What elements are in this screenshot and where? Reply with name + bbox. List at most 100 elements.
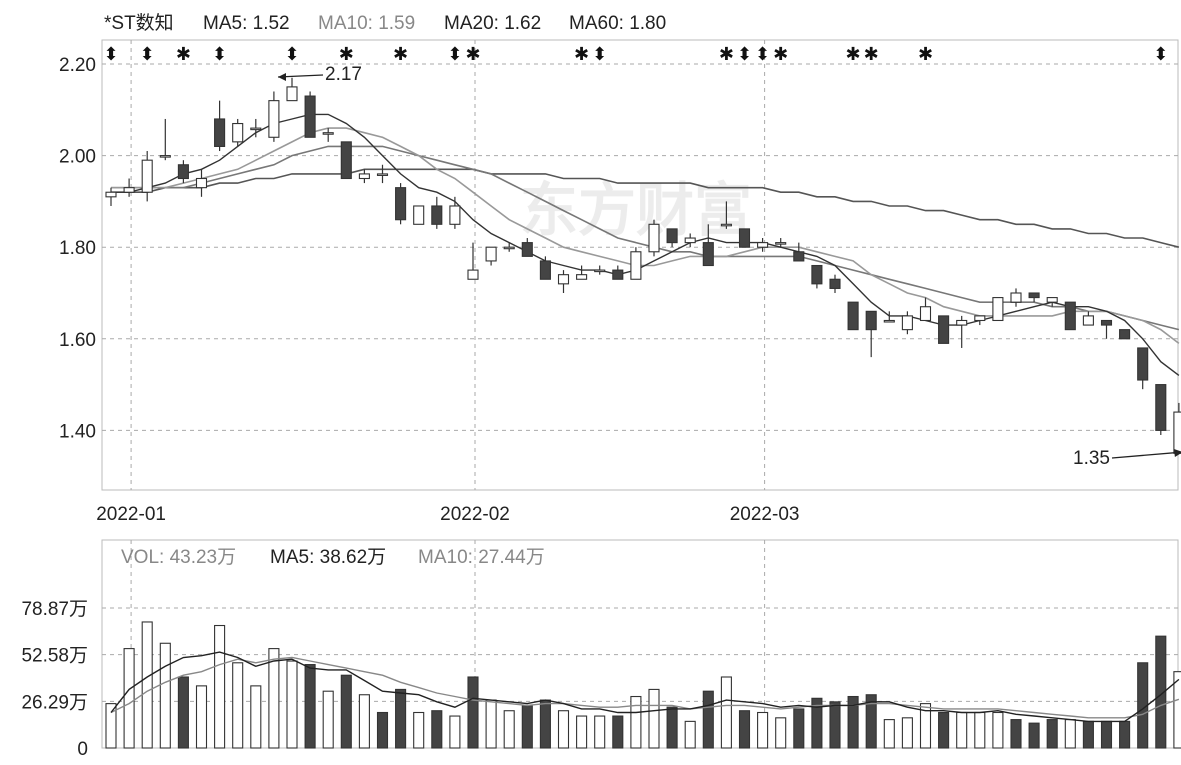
candle-up <box>576 274 588 280</box>
candle-down <box>1119 329 1131 340</box>
high-arrow-head <box>278 73 286 81</box>
event-marker: ✱ <box>918 44 933 64</box>
volume-bar-down <box>811 697 823 749</box>
candle-up <box>919 306 932 322</box>
candle-up <box>594 269 606 273</box>
candle-up <box>757 242 769 248</box>
volume-bar-up <box>286 660 298 749</box>
price-tick-label: 2.00 <box>59 147 96 168</box>
volume-bar-down <box>1010 719 1022 749</box>
price-tick-label: 1.80 <box>59 238 96 259</box>
candle-up <box>901 315 913 331</box>
volume-bar-up <box>159 642 171 749</box>
candle-down <box>829 278 841 289</box>
volume-bar-up <box>974 711 986 749</box>
event-marker: ✱ <box>339 44 354 64</box>
candle-down <box>612 269 624 280</box>
candle-up <box>1046 297 1058 303</box>
candle-down <box>1028 292 1040 299</box>
volume-bar-up <box>322 690 334 749</box>
volume-bar-down <box>395 688 407 749</box>
candle-up <box>449 205 461 225</box>
candle-up <box>159 155 171 158</box>
event-marker: ✱ <box>176 44 191 64</box>
volume-ma10-line <box>110 656 1180 719</box>
volume-bar-up <box>901 717 913 749</box>
event-marker: ⬍ <box>737 44 752 64</box>
event-marker: ⬍ <box>212 44 227 64</box>
event-marker: ✱ <box>574 44 589 64</box>
candle-down <box>539 260 551 280</box>
ma60-line <box>111 168 1180 248</box>
volume-bar-up <box>1173 671 1181 749</box>
volume-bar-up <box>449 715 461 749</box>
candle-up <box>413 205 425 225</box>
candle-up <box>503 246 515 250</box>
candle-up <box>648 223 660 253</box>
vol-label: VOL: 43.23万 <box>121 547 236 568</box>
volume-bar-up <box>123 648 135 749</box>
volume-tick-label: 78.87万 <box>21 599 88 620</box>
candle-up <box>1173 411 1181 454</box>
candle-up <box>485 246 497 262</box>
event-marker: ✱ <box>393 44 408 64</box>
candle-down <box>177 164 189 180</box>
volume-bar-up <box>557 710 570 749</box>
low-annotation: 1.35 <box>1073 448 1110 469</box>
candle-up <box>883 319 895 323</box>
event-marker: ⬍ <box>284 44 299 64</box>
volume-bar-up <box>630 695 642 749</box>
candle-down <box>938 315 950 344</box>
volume-tick-label: 52.58万 <box>21 646 88 667</box>
candle-up <box>992 297 1004 322</box>
candle-down <box>1064 301 1076 331</box>
volume-bar-down <box>177 676 189 749</box>
candle-down <box>1137 347 1149 381</box>
candle-up <box>1010 292 1022 303</box>
volume-bar-up <box>883 719 895 749</box>
volume-bar-down <box>340 674 352 749</box>
event-marker: ⬍ <box>1153 44 1168 64</box>
month-tick-label: 2022-01 <box>96 504 166 525</box>
candle-up <box>956 319 968 326</box>
volume-bar-down <box>539 699 551 749</box>
volume-tick-label: 0 <box>77 739 88 760</box>
vol-ma5-label: MA5: 38.62万 <box>270 547 386 568</box>
candle-up <box>630 251 642 280</box>
volume-bar-up <box>503 710 515 749</box>
volume-bar-down <box>938 711 950 749</box>
event-marker: ⬍ <box>755 44 770 64</box>
volume-bar-down <box>738 710 751 749</box>
high-annotation: 2.17 <box>325 64 362 85</box>
volume-bar-up <box>195 685 208 749</box>
volume-bar-down <box>702 690 714 749</box>
month-tick-label: 2022-03 <box>730 504 800 525</box>
candle-up <box>286 86 298 102</box>
volume-bar-down <box>1082 720 1094 749</box>
volume-bar-down <box>829 701 841 749</box>
volume-bar-up <box>214 624 226 749</box>
volume-bar-down <box>1046 719 1058 749</box>
event-marker: ✱ <box>773 44 788 64</box>
candle-down <box>304 95 316 138</box>
volume-bar-up <box>594 715 606 749</box>
candle-down <box>1100 319 1113 326</box>
watermark: 东方财富 <box>520 178 752 243</box>
stock-name: *ST数知 <box>104 12 174 34</box>
event-marker: ✱ <box>846 44 861 64</box>
candle-down <box>395 187 407 221</box>
candle-up <box>195 177 208 189</box>
event-marker: ✱ <box>465 44 480 64</box>
low-arrow <box>1111 451 1181 459</box>
candle-up <box>358 173 370 180</box>
volume-bar-up <box>757 711 769 749</box>
event-marker: ✱ <box>719 44 734 64</box>
volume-bar-down <box>847 695 859 749</box>
month-tick-label: 2022-02 <box>440 504 510 525</box>
ma5-label: MA5: 1.52 <box>203 13 290 34</box>
ma20-label: MA20: 1.62 <box>444 13 541 34</box>
volume-bar-up <box>992 711 1004 749</box>
candle-up <box>250 127 262 131</box>
volume-bar-up <box>250 685 262 749</box>
candle-up <box>123 187 135 193</box>
